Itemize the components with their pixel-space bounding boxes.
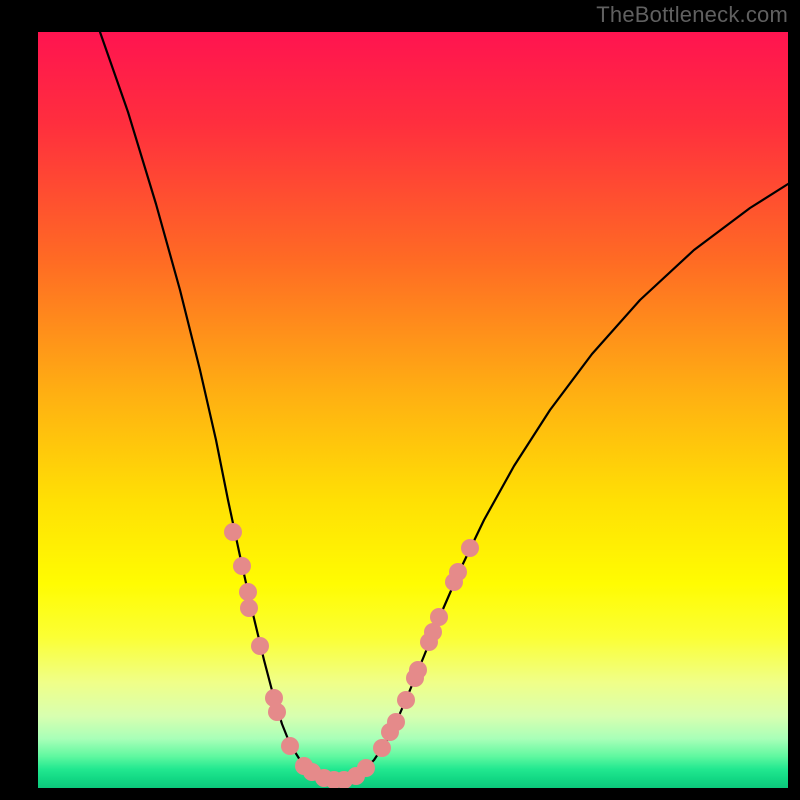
marker-dot xyxy=(397,691,415,709)
marker-dot xyxy=(224,523,242,541)
chart-frame: TheBottleneck.com xyxy=(0,0,800,800)
border-bottom xyxy=(0,788,800,800)
watermark-text: TheBottleneck.com xyxy=(596,2,788,28)
marker-dot xyxy=(268,703,286,721)
border-right xyxy=(788,0,800,800)
marker-dot xyxy=(281,737,299,755)
marker-dot xyxy=(251,637,269,655)
marker-dot xyxy=(239,583,257,601)
marker-dot xyxy=(387,713,405,731)
marker-dot xyxy=(240,599,258,617)
marker-dot xyxy=(233,557,251,575)
marker-dot xyxy=(409,661,427,679)
marker-dot xyxy=(430,608,448,626)
marker-dot xyxy=(461,539,479,557)
bottleneck-curve-left xyxy=(100,32,338,780)
plot-area xyxy=(38,32,788,788)
marker-dot xyxy=(373,739,391,757)
bottleneck-curve-right xyxy=(338,184,788,780)
border-left xyxy=(0,0,38,800)
marker-dot xyxy=(449,563,467,581)
marker-dot xyxy=(357,759,375,777)
curve-overlay xyxy=(38,32,788,788)
